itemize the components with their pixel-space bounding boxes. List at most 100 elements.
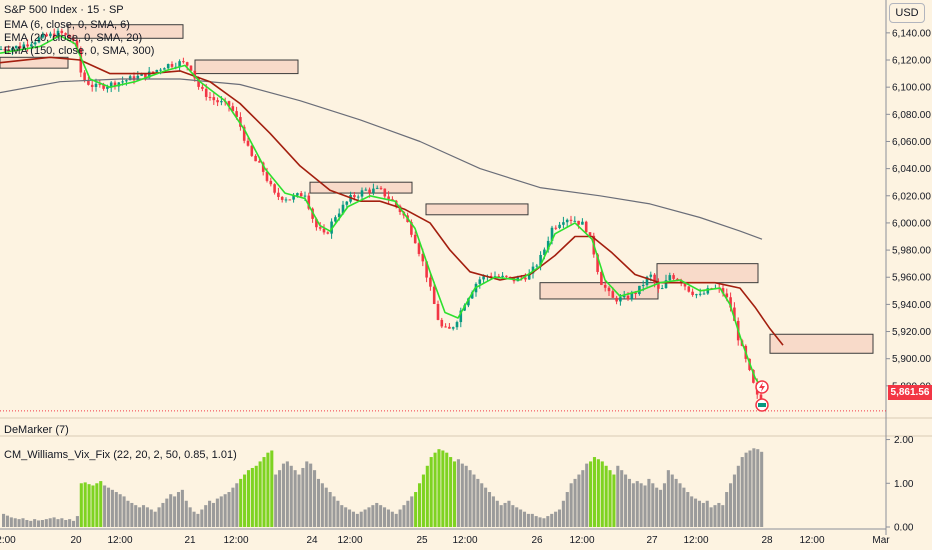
candle-body bbox=[489, 275, 493, 277]
candle-body bbox=[220, 101, 223, 103]
candle-body bbox=[216, 100, 219, 103]
candle-body bbox=[634, 292, 637, 295]
vix-bar bbox=[48, 518, 52, 527]
vix-bar bbox=[328, 492, 332, 527]
vix-bar bbox=[647, 478, 651, 527]
time-tick-label: 12:00 bbox=[799, 535, 824, 546]
supply-demand-zone bbox=[67, 24, 184, 39]
vix-bar bbox=[503, 502, 507, 527]
vix-bar bbox=[95, 483, 99, 527]
candle-body bbox=[227, 101, 231, 107]
vix-bar bbox=[278, 470, 282, 527]
candle-body bbox=[562, 222, 565, 225]
vix-bar bbox=[71, 520, 76, 527]
candle-body bbox=[702, 293, 706, 295]
vix-bar bbox=[246, 470, 251, 527]
candle-body bbox=[26, 44, 29, 47]
candle-body bbox=[664, 280, 668, 289]
vix-bar bbox=[250, 467, 254, 527]
candle-body bbox=[364, 189, 368, 191]
candle-body bbox=[683, 283, 687, 287]
candle-body bbox=[277, 192, 280, 197]
vix-bar bbox=[760, 451, 764, 527]
vix-bar bbox=[670, 474, 674, 527]
vix-bar bbox=[17, 519, 21, 527]
vix-bar bbox=[717, 502, 721, 527]
candle-body bbox=[478, 279, 482, 284]
currency-button[interactable]: USD bbox=[889, 3, 925, 23]
vix-bar bbox=[394, 513, 398, 527]
vix-bar bbox=[612, 474, 616, 527]
vix-bar bbox=[106, 487, 111, 527]
candle-body bbox=[649, 274, 653, 277]
price-tick-label: 5,920.00 bbox=[892, 327, 931, 338]
vix-bar bbox=[659, 489, 663, 527]
candle-body bbox=[607, 287, 611, 292]
candle-body bbox=[588, 232, 592, 236]
vix-bar bbox=[184, 500, 188, 527]
vix-bar bbox=[709, 507, 713, 527]
vix-bar bbox=[519, 509, 523, 527]
candle-body bbox=[573, 220, 577, 222]
bank-icon bbox=[758, 403, 766, 407]
vix-bar bbox=[2, 513, 6, 527]
candle-body bbox=[375, 187, 379, 189]
vix-bar bbox=[736, 465, 740, 527]
candle-body bbox=[163, 68, 166, 70]
candle-body bbox=[657, 282, 660, 289]
candle-body bbox=[341, 204, 345, 214]
vix-fix-label[interactable]: CM_Williams_Vix_Fix (22, 20, 2, 50, 0.85… bbox=[4, 449, 237, 461]
vix-bar bbox=[313, 470, 317, 527]
indicator-ema-slow-label[interactable]: EMA (150, close, 0, SMA, 300) bbox=[4, 45, 155, 57]
candle-body bbox=[37, 37, 41, 43]
vix-bar bbox=[694, 498, 698, 527]
candle-body bbox=[292, 195, 295, 200]
candle-body bbox=[622, 295, 626, 298]
ema-slow-line bbox=[0, 78, 763, 240]
candle-body bbox=[429, 277, 432, 287]
candle-body bbox=[660, 288, 664, 290]
candle-body bbox=[102, 84, 105, 89]
vix-bar bbox=[79, 483, 83, 527]
candle-body bbox=[372, 188, 375, 193]
candle-body bbox=[185, 62, 189, 66]
candle-body bbox=[18, 45, 22, 49]
candle-body bbox=[554, 227, 558, 229]
time-tick-label: 25 bbox=[416, 535, 428, 546]
vix-bar bbox=[452, 461, 457, 527]
candle-body bbox=[584, 221, 588, 233]
candle-body bbox=[413, 234, 417, 244]
vix-bar bbox=[725, 492, 729, 527]
candle-body bbox=[546, 240, 550, 250]
vix-bar bbox=[188, 507, 192, 527]
vix-bar bbox=[281, 463, 286, 527]
candle-body bbox=[653, 274, 656, 283]
vix-bar bbox=[60, 518, 64, 527]
zones bbox=[0, 24, 874, 354]
vix-bar bbox=[145, 507, 149, 527]
vix-bar bbox=[522, 511, 527, 527]
vix-bar bbox=[138, 507, 142, 527]
vix-bar bbox=[433, 452, 437, 527]
vix-bar bbox=[227, 492, 231, 527]
vix-bar bbox=[484, 487, 488, 527]
vix-bar bbox=[421, 474, 425, 527]
vix-bar bbox=[126, 500, 130, 527]
supply-demand-zone bbox=[194, 59, 299, 75]
price-tick-label: 5,960.00 bbox=[892, 273, 931, 284]
vix-bar bbox=[130, 502, 134, 527]
vix-bar bbox=[565, 492, 569, 527]
vix-bar bbox=[285, 461, 289, 527]
indicator-ema-fast-label[interactable]: EMA (6, close, 0, SMA, 6) bbox=[4, 19, 130, 31]
candle-body bbox=[315, 218, 318, 228]
vix-bar bbox=[410, 496, 414, 527]
vix-bar bbox=[324, 487, 328, 527]
vix-bar bbox=[180, 489, 184, 527]
vix-bar bbox=[293, 470, 297, 527]
vix-bar bbox=[752, 448, 756, 527]
indicator-ema-mid-label[interactable]: EMA (20, close, 0, SMA, 20) bbox=[4, 32, 143, 44]
demarker-label[interactable]: DeMarker (7) bbox=[4, 424, 69, 436]
vix-bar bbox=[425, 465, 429, 527]
candle-body bbox=[3, 49, 7, 51]
